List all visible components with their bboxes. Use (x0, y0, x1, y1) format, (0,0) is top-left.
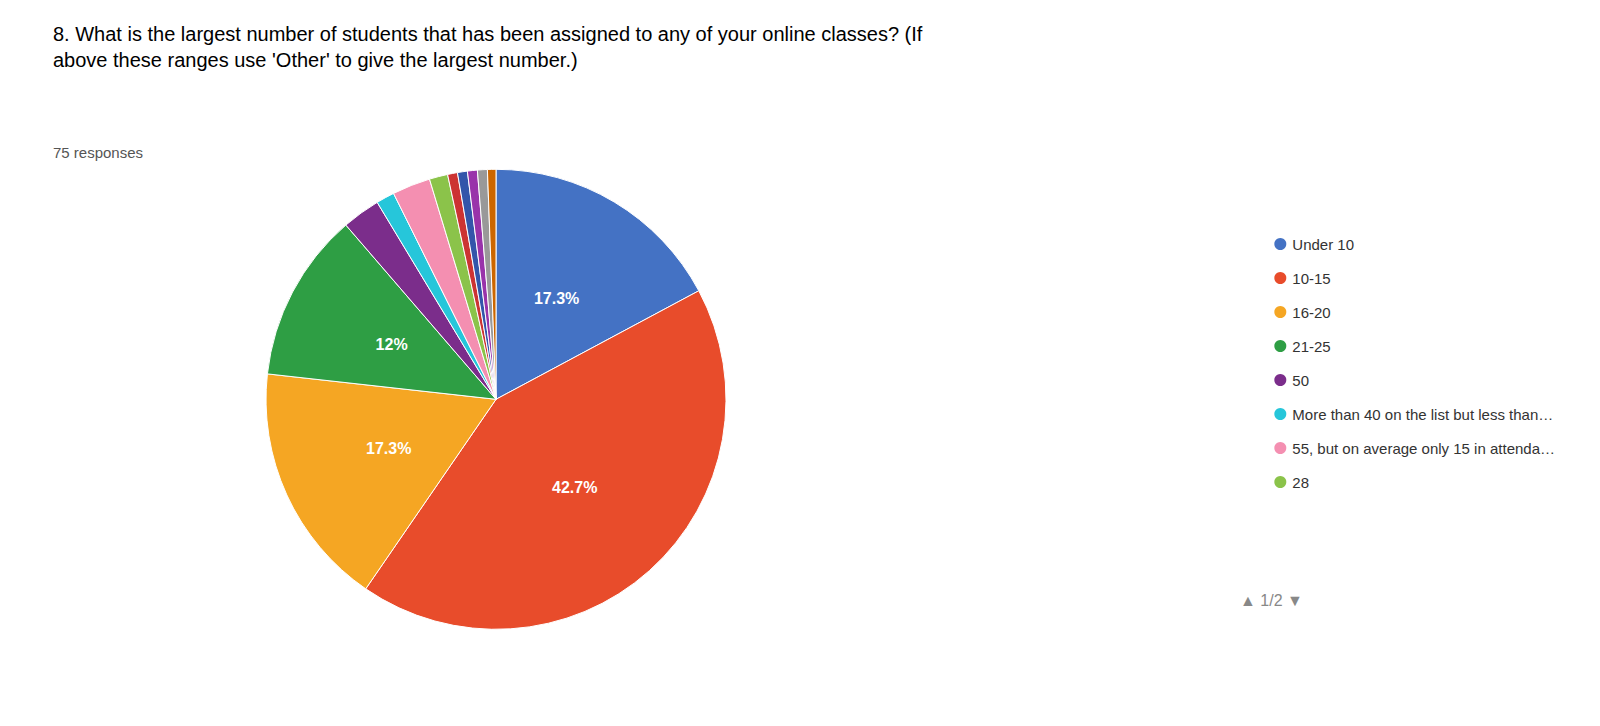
svg-text:More than 40 on the list but l: More than 40 on the list but less than… (1292, 406, 1553, 423)
svg-text:42.7%: 42.7% (552, 479, 597, 496)
svg-text:▲ 1/2 ▼: ▲ 1/2 ▼ (1240, 592, 1303, 609)
svg-text:16-20: 16-20 (1292, 304, 1330, 321)
svg-text:10-15: 10-15 (1292, 270, 1330, 287)
svg-text:17.3%: 17.3% (534, 290, 579, 307)
svg-text:28: 28 (1292, 474, 1309, 491)
svg-text:21-25: 21-25 (1292, 338, 1330, 355)
svg-text:17.3%: 17.3% (366, 440, 411, 457)
svg-text:55, but on average only 15 in: 55, but on average only 15 in attenda… (1292, 440, 1555, 457)
svg-text:Under 10: Under 10 (1292, 236, 1354, 253)
svg-text:50: 50 (1292, 372, 1309, 389)
svg-text:above these ranges use 'Other': above these ranges use 'Other' to give t… (53, 49, 578, 71)
svg-text:8. What is the largest number: 8. What is the largest number of student… (53, 23, 923, 45)
svg-text:75 responses: 75 responses (53, 144, 143, 161)
svg-text:12%: 12% (376, 336, 408, 353)
